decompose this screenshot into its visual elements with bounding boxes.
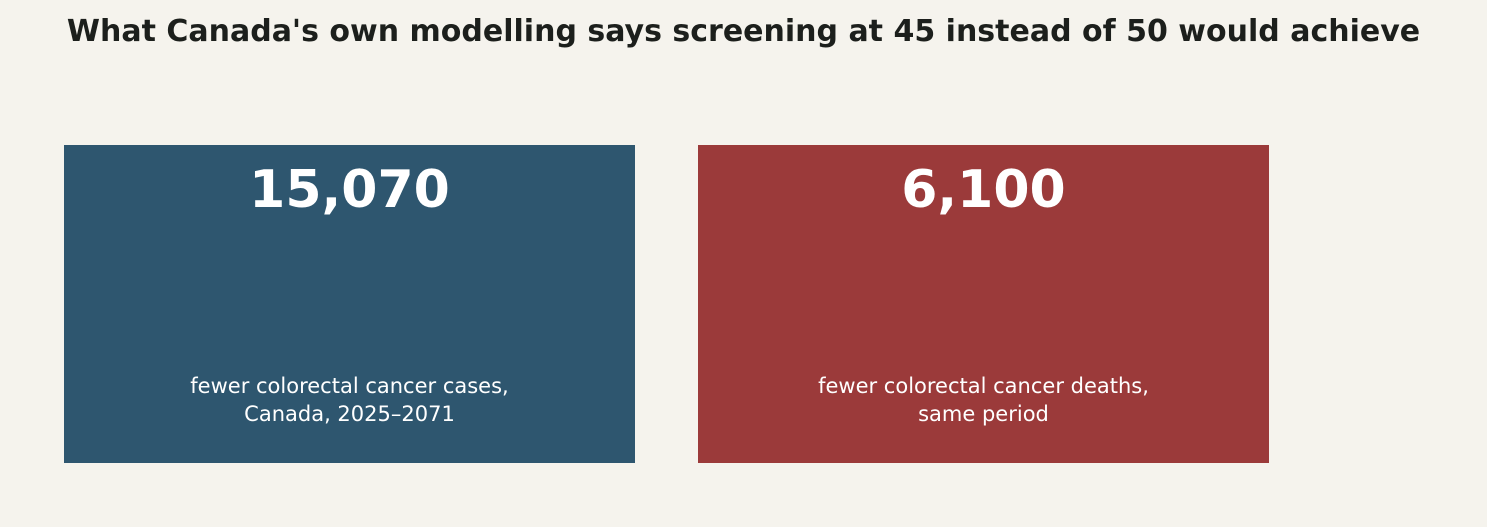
cases-caption-line-2: Canada, 2025–2071 bbox=[244, 402, 455, 426]
chart-title: What Canada's own modelling says screeni… bbox=[66, 14, 1421, 49]
cases-caption-line-1: fewer colorectal cancer cases, bbox=[190, 374, 509, 398]
deaths-block: 6,100 fewer colorectal cancer deaths, sa… bbox=[698, 0, 1269, 527]
deaths-card bbox=[698, 145, 1269, 463]
cases-value: 15,070 bbox=[249, 160, 450, 220]
deaths-caption-line-1: fewer colorectal cancer deaths, bbox=[818, 374, 1149, 398]
deaths-caption: fewer colorectal cancer deaths, same per… bbox=[698, 372, 1269, 428]
cases-card bbox=[64, 145, 635, 463]
deaths-value: 6,100 bbox=[901, 160, 1066, 220]
deaths-caption-line-2: same period bbox=[918, 402, 1049, 426]
cases-caption: fewer colorectal cancer cases, Canada, 2… bbox=[64, 372, 635, 428]
cases-block: 15,070 fewer colorectal cancer cases, Ca… bbox=[64, 0, 635, 527]
